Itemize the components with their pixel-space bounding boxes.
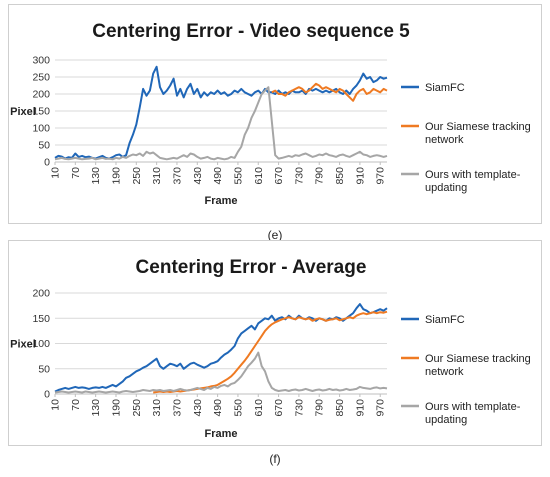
x-axis-label: Frame	[204, 195, 237, 207]
legend-label: Our Siamese tracking network	[425, 353, 531, 378]
x-tick-label: 490	[212, 399, 224, 417]
x-axis-label: Frame	[204, 428, 237, 440]
y-tick-label: 200	[32, 89, 50, 101]
x-tick-label: 850	[334, 399, 346, 417]
x-tick-label: 670	[273, 399, 285, 417]
x-tick-label: 790	[314, 399, 326, 417]
x-tick-label: 790	[314, 167, 326, 185]
x-tick-label: 130	[90, 167, 102, 185]
y-tick-label: 150	[32, 106, 50, 118]
series-line-1	[54, 303, 388, 393]
x-tick-label: 730	[293, 399, 305, 417]
series-line-2	[153, 310, 388, 394]
chart-panel-f: Centering Error - Average 0 50 100 150 200 10 7…	[8, 240, 542, 446]
series-line-2	[271, 82, 388, 102]
y-tick-label: 0	[44, 157, 50, 169]
x-tick-label: 130	[90, 399, 102, 417]
series-line-3	[54, 86, 388, 161]
chart-e-svg: Centering Error - Video sequence 5 0 50 100…	[10, 21, 531, 207]
chart-title: Centering Error - Video sequence 5	[92, 21, 410, 42]
y-axis-label: Pixel	[10, 106, 36, 118]
chart-panel-e: Centering Error - Video sequence 5 0 50 100…	[8, 4, 542, 224]
x-tick-label: 70	[70, 399, 82, 411]
legend-label: Ours with template-updating	[425, 169, 521, 194]
y-axis-label: Pixel	[10, 339, 36, 351]
x-tick-label: 610	[253, 399, 265, 417]
y-tick-label: 150	[32, 313, 50, 325]
caption-f: (f)	[269, 452, 281, 466]
x-tick-label: 250	[131, 167, 143, 185]
x-tick-label: 250	[131, 399, 143, 417]
caption-e: (e)	[267, 228, 283, 242]
legend-label: Ours with template-updating	[425, 401, 521, 426]
legend-label: SiamFC	[425, 82, 465, 94]
y-tick-label: 100	[32, 123, 50, 135]
chart-f-svg: Centering Error - Average 0 50 100 150 200 10 7…	[10, 257, 531, 440]
x-tick-label: 550	[232, 399, 244, 417]
series-line-3	[54, 351, 388, 394]
x-tick-label: 490	[212, 167, 224, 185]
x-tick-label: 610	[253, 167, 265, 185]
x-tick-label: 310	[151, 167, 163, 185]
y-tick-label: 0	[44, 389, 50, 401]
x-tick-label: 910	[354, 167, 366, 185]
x-tick-label: 10	[50, 399, 62, 411]
legend-label: Our Siamese tracking network	[425, 121, 531, 146]
legend-label: SiamFC	[425, 314, 465, 326]
x-tick-label: 910	[354, 399, 366, 417]
x-tick-label: 430	[192, 399, 204, 417]
x-tick-label: 550	[232, 167, 244, 185]
x-tick-label: 970	[375, 167, 387, 185]
y-tick-label: 50	[38, 140, 50, 152]
x-tick-label: 730	[293, 167, 305, 185]
x-tick-label: 370	[171, 399, 183, 417]
y-tick-label: 50	[38, 363, 50, 375]
x-tick-label: 970	[375, 399, 387, 417]
y-tick-label: 300	[32, 55, 50, 67]
x-tick-label: 670	[273, 167, 285, 185]
x-tick-label: 310	[151, 399, 163, 417]
chart-title: Centering Error - Average	[136, 257, 367, 278]
y-tick-label: 200	[32, 288, 50, 300]
y-tick-label: 100	[32, 338, 50, 350]
x-tick-label: 190	[110, 167, 122, 185]
y-tick-label: 250	[32, 72, 50, 84]
x-tick-label: 190	[110, 399, 122, 417]
x-tick-label: 70	[70, 167, 82, 179]
x-tick-label: 430	[192, 167, 204, 185]
x-tick-label: 370	[171, 167, 183, 185]
x-tick-label: 850	[334, 167, 346, 185]
x-tick-label: 10	[50, 167, 62, 179]
